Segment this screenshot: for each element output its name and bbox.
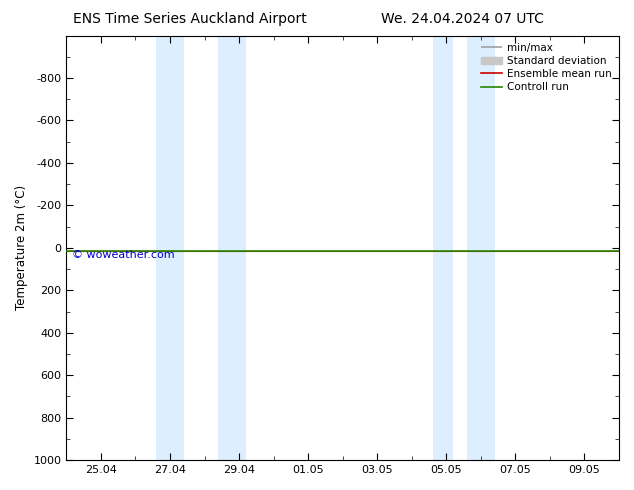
Text: We. 24.04.2024 07 UTC: We. 24.04.2024 07 UTC	[382, 12, 544, 26]
Bar	[432, 36, 453, 460]
Bar	[218, 36, 246, 460]
Text: © woweather.com: © woweather.com	[72, 250, 174, 260]
Bar	[467, 36, 495, 460]
Bar	[156, 36, 184, 460]
Legend: min/max, Standard deviation, Ensemble mean run, Controll run: min/max, Standard deviation, Ensemble me…	[477, 39, 616, 97]
Text: ENS Time Series Auckland Airport: ENS Time Series Auckland Airport	[74, 12, 307, 26]
Y-axis label: Temperature 2m (°C): Temperature 2m (°C)	[15, 185, 28, 311]
